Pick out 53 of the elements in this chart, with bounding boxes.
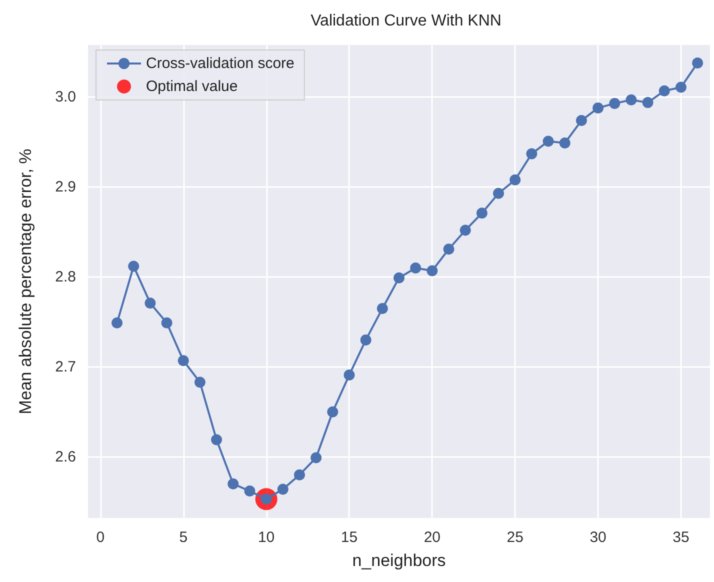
point [194,376,206,388]
point [542,136,554,147]
x-tick-label: 0 [96,529,105,546]
point [376,302,388,314]
y-axis-title: Mean absolute percentage error, % [16,148,35,414]
point [394,272,404,284]
point [144,298,156,309]
point [228,478,239,490]
point [410,262,422,274]
legend-label: Cross-validation score [146,55,294,72]
point [493,188,504,199]
y-tick-label: 2.9 [55,178,76,196]
x-tick-label: 5 [179,529,188,546]
point [559,138,570,149]
point [277,484,288,495]
point [626,94,637,106]
point [443,244,454,255]
point [642,97,654,108]
point [476,208,488,219]
point [658,85,670,96]
point [526,148,538,160]
point [327,406,338,418]
x-tick-label: 35 [672,529,690,546]
point [294,469,305,480]
point [310,452,322,464]
point [344,370,355,381]
x-tick-label: 30 [590,529,606,546]
point [426,265,438,276]
point [609,98,620,109]
y-tick-label: 2.8 [55,268,76,286]
legend-label: Optimal value [146,78,238,95]
y-tick-label: 2.6 [55,448,76,466]
point [510,174,521,186]
x-tick-label: 15 [340,529,358,546]
point [128,260,140,272]
x-axis-title: n_neighbors [352,551,446,570]
point [178,355,189,366]
chart-title: Validation Curve With KNN [310,12,502,30]
y-tick-label: 2.7 [55,358,76,376]
point [360,334,372,346]
point [211,434,222,446]
y-tick-label: 3.0 [55,88,76,106]
point [244,486,256,497]
point [576,115,587,126]
point [675,82,686,93]
x-tick-label: 20 [424,529,441,546]
point [112,317,123,328]
x-tick-label: 10 [258,529,275,546]
point [592,102,604,114]
point [460,224,471,236]
point [692,57,704,68]
x-tick-label: 25 [506,529,524,546]
point [161,317,172,328]
